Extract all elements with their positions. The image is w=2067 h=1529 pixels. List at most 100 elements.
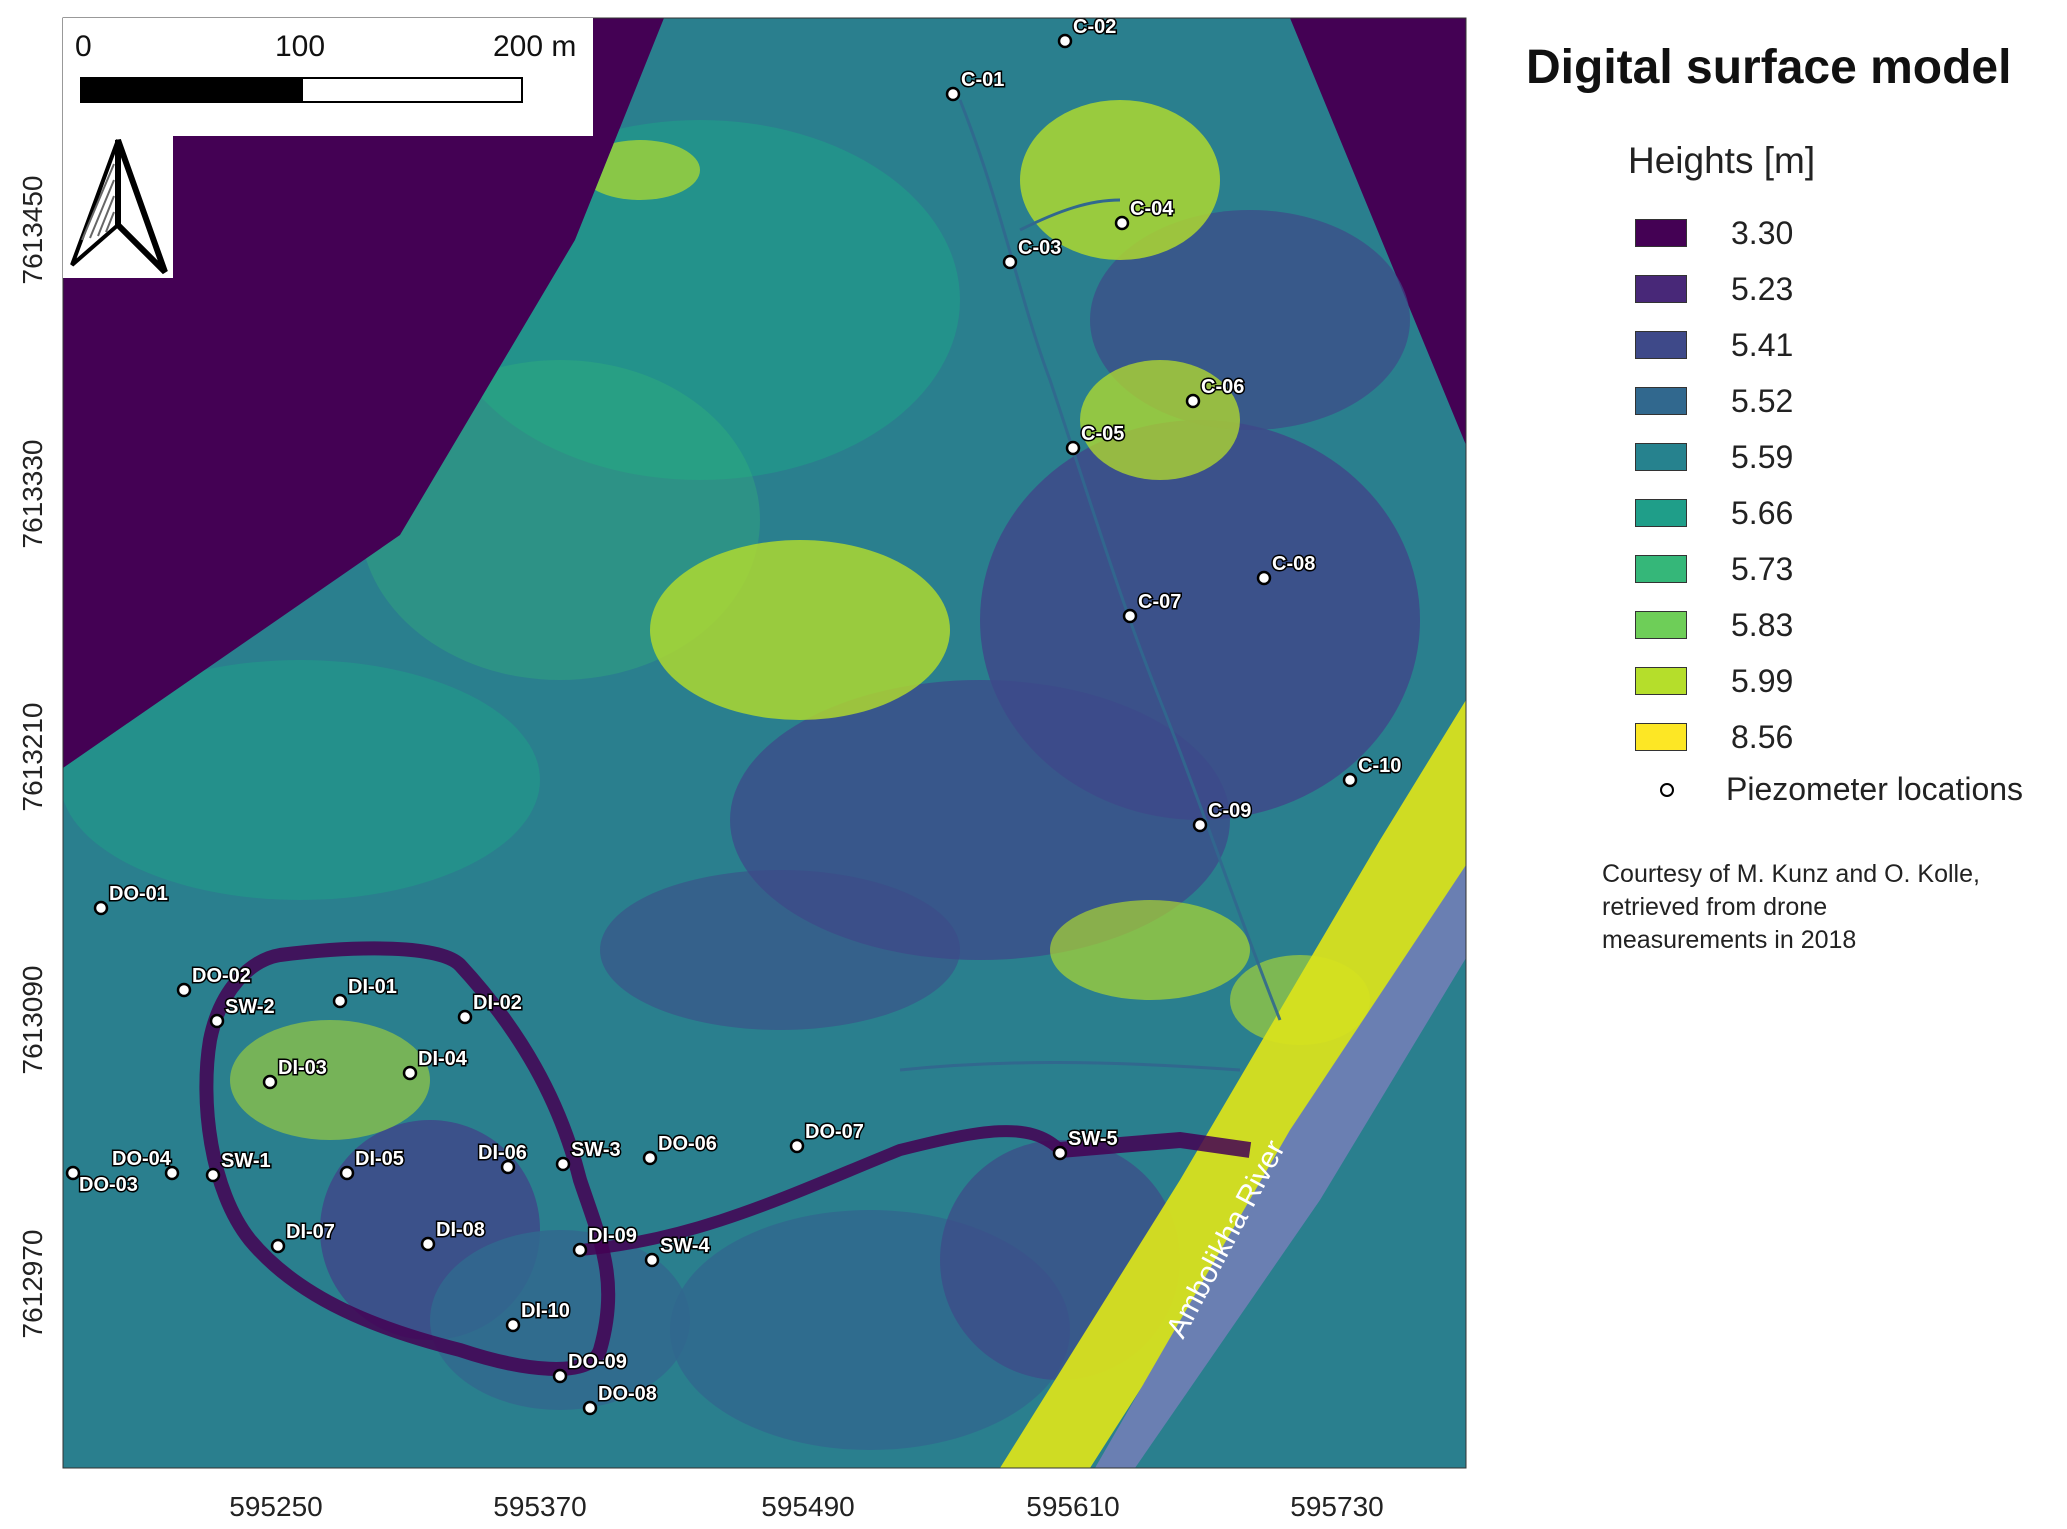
- legend-piezometer-row: Piezometer locations: [1660, 771, 2023, 808]
- legend: Digital surface model Heights [m] 3.30 5.…: [1500, 0, 2067, 1000]
- legend-swatch: [1635, 275, 1687, 303]
- piezometer-marker-icon[interactable]: [332, 993, 348, 1009]
- piezometer-marker-icon[interactable]: [1065, 440, 1081, 456]
- legend-value: 3.30: [1731, 214, 1794, 251]
- piezometer-label: DO-02: [192, 965, 251, 987]
- piezometer-marker-icon[interactable]: [457, 1009, 473, 1025]
- piezometer-marker-icon: [1660, 782, 1674, 797]
- y-axis-ticks: 7613450 7613330 7613210 7613090 7612970: [17, 175, 48, 1338]
- piezometer-marker-icon[interactable]: [642, 1150, 658, 1166]
- piezometer-marker-icon[interactable]: [420, 1236, 436, 1252]
- piezometer-marker-icon[interactable]: [1057, 33, 1073, 49]
- piezometer-marker-icon[interactable]: [270, 1238, 286, 1254]
- scalebar-black: [81, 78, 302, 102]
- piezometer-label: C-10: [1358, 755, 1401, 777]
- credit-line: measurements in 2018: [1602, 926, 1857, 954]
- piezometer-label: C-04: [1130, 198, 1174, 220]
- legend-value: 5.73: [1731, 550, 1794, 587]
- legend-class-row: 5.59: [1635, 437, 1793, 477]
- y-tick-label: 7613450: [17, 175, 48, 284]
- piezometer-marker-icon[interactable]: [402, 1065, 418, 1081]
- piezometer-label: DI-07: [286, 1221, 335, 1243]
- piezometer-label: SW-1: [221, 1150, 271, 1172]
- legend-piezometer-label: Piezometer locations: [1726, 771, 2024, 807]
- piezometer-marker-icon[interactable]: [164, 1165, 180, 1181]
- legend-swatch: [1635, 499, 1687, 527]
- legend-value: 5.66: [1731, 494, 1794, 531]
- legend-class-row: 5.52: [1635, 381, 1793, 421]
- legend-title: Digital surface model: [1526, 41, 2012, 94]
- piezometer-label: SW-4: [660, 1235, 710, 1257]
- piezometer-marker-icon[interactable]: [572, 1242, 588, 1258]
- piezometer-marker-icon[interactable]: [1256, 570, 1272, 586]
- piezometer-label: DI-03: [278, 1057, 327, 1079]
- x-tick-label: 595610: [1026, 1491, 1119, 1522]
- piezometer-label: DO-03: [79, 1174, 138, 1196]
- legend-class-row: 5.73: [1635, 549, 1793, 589]
- piezometer-marker-icon[interactable]: [205, 1167, 221, 1183]
- piezometer-label: DI-10: [521, 1300, 570, 1322]
- x-tick-label: 595250: [229, 1491, 322, 1522]
- piezometer-label: DO-01: [109, 883, 168, 905]
- y-tick-label: 7613090: [17, 965, 48, 1074]
- piezometer-label: C-02: [1073, 16, 1116, 38]
- piezometer-marker-icon[interactable]: [945, 86, 961, 102]
- legend-class-row: 5.83: [1635, 605, 1793, 645]
- piezometer-marker-icon[interactable]: [555, 1156, 571, 1172]
- legend-value: 5.41: [1731, 326, 1794, 363]
- piezometer-label: C-06: [1201, 376, 1244, 398]
- dsm-raster: [63, 99, 1466, 1468]
- piezometer-label: C-07: [1138, 591, 1181, 613]
- scalebar-label-200: 200 m: [493, 30, 576, 63]
- credit-line: Courtesy of M. Kunz and O. Kolle,: [1602, 860, 1980, 888]
- piezometer-marker-icon[interactable]: [582, 1400, 598, 1416]
- piezometer-marker-icon[interactable]: [1122, 608, 1138, 624]
- piezometer-marker-icon[interactable]: [65, 1165, 81, 1181]
- piezometer-label: C-09: [1208, 800, 1251, 822]
- map-border: [62, 17, 1467, 1469]
- y-tick-label: 7613210: [17, 702, 48, 811]
- piezometer-marker-icon[interactable]: [262, 1074, 278, 1090]
- piezometer-label: DO-04: [112, 1148, 172, 1170]
- piezometer-label: DO-08: [598, 1383, 657, 1405]
- piezometer-label: DI-05: [355, 1148, 404, 1170]
- piezometer-marker-icon[interactable]: [1185, 393, 1201, 409]
- piezometer-label: DO-07: [805, 1121, 864, 1143]
- piezometer-marker-icon[interactable]: [209, 1013, 225, 1029]
- piezometer-marker-icon[interactable]: [1002, 254, 1018, 270]
- legend-swatch: [1635, 219, 1687, 247]
- legend-swatch: [1635, 611, 1687, 639]
- piezometer-marker-icon[interactable]: [644, 1252, 660, 1268]
- piezometer-marker-icon[interactable]: [552, 1368, 568, 1384]
- piezometer-marker-icon[interactable]: [1114, 215, 1130, 231]
- piezometer-marker-icon[interactable]: [176, 982, 192, 998]
- y-tick-label: 7613330: [17, 439, 48, 548]
- piezometer-marker-icon[interactable]: [93, 900, 109, 916]
- legend-class-row: 8.56: [1635, 717, 1793, 757]
- y-tick-label: 7612970: [17, 1229, 48, 1338]
- legend-swatch: [1635, 331, 1687, 359]
- legend-class-row: 5.99: [1635, 661, 1793, 701]
- piezometer-marker-icon[interactable]: [1342, 772, 1358, 788]
- piezometer-marker-icon[interactable]: [505, 1317, 521, 1333]
- piezometer-marker-icon[interactable]: [1052, 1145, 1068, 1161]
- x-tick-label: 595730: [1290, 1491, 1383, 1522]
- legend-class-row: 5.41: [1635, 325, 1793, 365]
- piezometer-marker-icon[interactable]: [789, 1138, 805, 1154]
- piezometer-label: C-03: [1018, 237, 1061, 259]
- scalebar-white: [301, 77, 523, 103]
- piezometer-label: DI-01: [348, 976, 397, 998]
- piezometer-marker-icon[interactable]: [500, 1159, 516, 1175]
- piezometer-label: DO-06: [658, 1133, 717, 1155]
- piezometer-label: DI-02: [473, 992, 522, 1014]
- credit-line: retrieved from drone: [1602, 893, 1828, 921]
- legend-value: 8.56: [1731, 718, 1794, 755]
- piezometer-marker-icon[interactable]: [1192, 817, 1208, 833]
- piezometer-label: C-01: [961, 69, 1004, 91]
- piezometer-label: DI-04: [418, 1048, 468, 1070]
- piezometer-marker-icon[interactable]: [339, 1165, 355, 1181]
- scalebar-label-100: 100: [275, 30, 325, 63]
- piezometer-label: C-05: [1081, 423, 1124, 445]
- legend-class-row: 5.66: [1635, 493, 1793, 533]
- north-arrow-icon: [70, 138, 168, 275]
